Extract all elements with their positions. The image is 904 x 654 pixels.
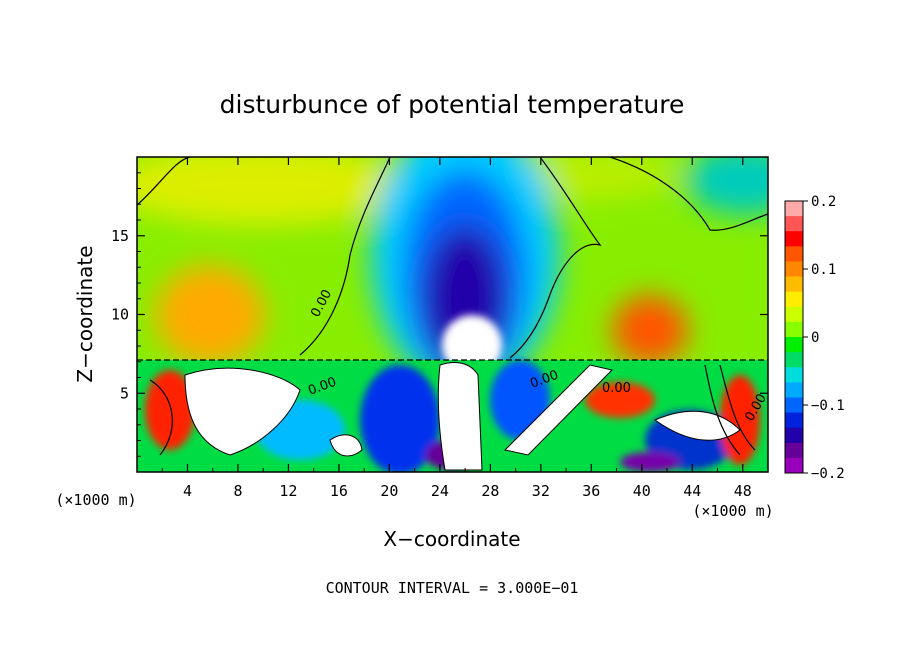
y-tick-label: 10 — [111, 306, 129, 324]
x-tick-label: 8 — [233, 482, 242, 500]
colorbar-swatch — [785, 397, 803, 414]
y-tick-label: 5 — [120, 384, 129, 402]
x-tick-label: 4 — [183, 482, 192, 500]
colorbar-tick-label: 0.1 — [811, 262, 836, 278]
y-axis-ticks: 5 10 15 — [111, 172, 768, 457]
lower-purple-2 — [620, 452, 680, 472]
lower-contour-3 — [719, 364, 756, 451]
x-tick-label: 16 — [330, 482, 348, 500]
colorbar-tick-label: 0.2 — [811, 194, 836, 210]
lower-white-regions — [184, 362, 741, 471]
lower-contour-2 — [704, 364, 741, 456]
contour-label: 0.00 — [602, 381, 631, 396]
plot-area: 0.00 0.00 0.00 0.00 0.00 — [137, 157, 768, 472]
x-tick-label: 20 — [380, 482, 398, 500]
x-tick-label: 28 — [481, 482, 499, 500]
white-region-mid — [437, 362, 483, 471]
x-tick-label: 32 — [532, 482, 550, 500]
contours — [137, 157, 768, 456]
x-unit-left: (×1000 m) — [55, 491, 136, 509]
colorbar-swatch — [785, 367, 803, 383]
colorbar-swatch — [785, 276, 803, 293]
colorbar-swatch — [785, 216, 803, 232]
x-tick-label: 36 — [582, 482, 600, 500]
contour-interval-footer: CONTOUR INTERVAL = 3.000E−01 — [326, 579, 579, 597]
x-tick-label: 12 — [279, 482, 297, 500]
colorbar-swatch — [785, 412, 803, 429]
warm-top-band — [137, 157, 410, 225]
colorbar-tick-label: −0.1 — [811, 398, 845, 414]
colorbar-swatch — [785, 201, 803, 217]
colorbar-swatch — [785, 352, 803, 368]
colorbar-swatch — [785, 442, 803, 459]
colorbar-swatch — [785, 246, 803, 262]
lower-red-1 — [145, 370, 195, 450]
colorbar-swatch — [785, 306, 803, 323]
cool-top-right-blob — [685, 157, 768, 215]
x-unit-right: (×1000 m) — [692, 502, 773, 520]
white-region-diagonal — [503, 364, 613, 456]
x-tick-label: 40 — [633, 482, 651, 500]
lower-blue-1 — [360, 365, 440, 472]
colorbar-swatch — [785, 382, 803, 398]
x-tick-label: 24 — [431, 482, 449, 500]
x-axis-ticks: 4 8 12 16 20 24 28 32 36 40 44 48 — [161, 157, 752, 500]
colorbar-swatch — [785, 261, 803, 278]
colorbar-tick-label: 0 — [811, 330, 819, 346]
colorbar-swatch — [785, 457, 803, 474]
zero-contour-2 — [299, 157, 391, 356]
white-region-left — [184, 367, 301, 456]
colorbar-swatch — [785, 231, 803, 247]
colorbar-swatch — [785, 321, 803, 338]
lower-turbulence — [145, 360, 760, 472]
colorbar-swatch — [785, 427, 803, 444]
x-tick-label: 44 — [683, 482, 701, 500]
colorbar-ticks: 0.2 0.1 0 −0.1 −0.2 — [803, 194, 845, 482]
warm-left-blob — [155, 265, 265, 365]
colorbar-swatch — [785, 291, 803, 308]
chart-title: disturbunce of potential temperature — [220, 90, 685, 119]
upper-field — [137, 157, 768, 390]
zero-contour-3 — [509, 157, 602, 359]
colorbar-swatch — [785, 337, 803, 353]
y-tick-label: 15 — [111, 227, 129, 245]
zero-contour-4 — [609, 157, 768, 231]
x-tick-label: 48 — [734, 482, 752, 500]
white-region-small — [329, 434, 363, 457]
colorbar-tick-label: −0.2 — [811, 466, 845, 482]
colorbar — [785, 201, 803, 474]
lower-red-2 — [585, 382, 655, 418]
y-axis-label: Z−coordinate — [73, 245, 97, 382]
zero-contour-1 — [137, 157, 191, 206]
lower-contour-1 — [149, 379, 173, 456]
x-axis-label: X−coordinate — [383, 527, 520, 551]
warm-right-blob — [612, 295, 688, 365]
